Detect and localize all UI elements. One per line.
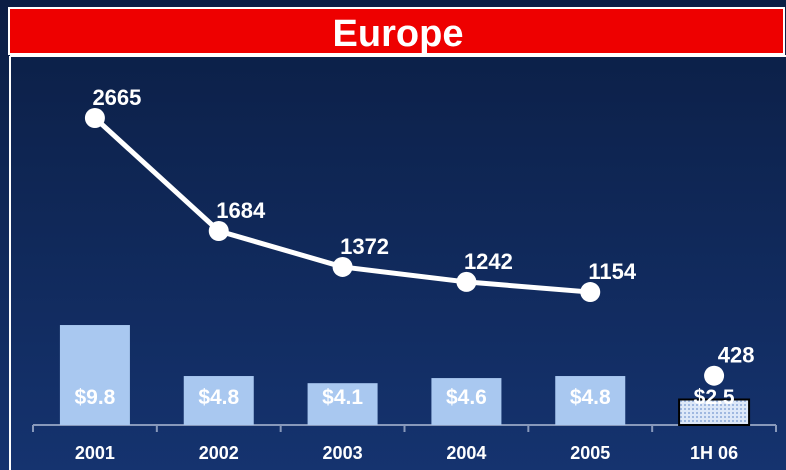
bar (555, 376, 626, 425)
bar-value-label: $4.8 (198, 386, 239, 409)
x-tick-label: 2001 (75, 443, 115, 463)
chart-title: Europe (333, 13, 464, 55)
bar (307, 383, 378, 425)
bar-value-label: $4.6 (446, 386, 487, 409)
bar (183, 376, 254, 425)
line-value-label: 1154 (588, 259, 636, 284)
line-point (456, 271, 477, 292)
x-tick-label: 2002 (199, 443, 239, 463)
line-value-label: 2665 (92, 85, 141, 110)
line-point (704, 365, 725, 386)
line-value-label: 1684 (216, 198, 266, 223)
line-value-label: 1242 (464, 249, 513, 274)
bar-value-label: $2.5 (694, 386, 735, 409)
x-tick-label: 2004 (446, 443, 486, 463)
line-point (84, 107, 105, 128)
x-tick-label: 2005 (570, 443, 610, 463)
line-point (580, 282, 601, 303)
line-value-label: 1372 (340, 234, 389, 259)
bar-value-label: $4.8 (570, 386, 611, 409)
line-value-label: 428 (718, 343, 755, 368)
bar-value-label: $9.8 (74, 386, 115, 409)
bar (678, 398, 751, 426)
line-point (332, 256, 353, 277)
line-point (208, 221, 229, 242)
title-banner (8, 7, 785, 55)
x-tick-label: 2003 (323, 443, 363, 463)
x-tick-label: 1H 06 (690, 443, 738, 463)
bar (59, 325, 130, 425)
bar-value-label: $4.1 (322, 386, 363, 409)
bar (431, 378, 502, 425)
